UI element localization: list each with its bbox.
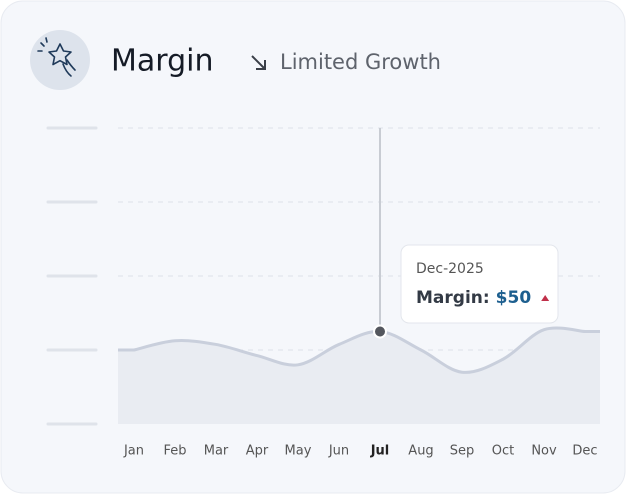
x-tick-label: Mar	[204, 444, 229, 459]
x-tick-label: Sep	[450, 444, 475, 459]
x-tick-label: Oct	[492, 444, 514, 459]
x-tick-label: May	[285, 444, 312, 459]
tooltip-label: Margin:	[416, 288, 490, 308]
tooltip: Dec-2025 Margin: $50	[400, 244, 559, 324]
tooltip-value: $50	[496, 288, 532, 308]
x-tick-label: Jun	[328, 444, 349, 459]
x-tick-label: Dec	[572, 444, 597, 459]
x-tick-label: Nov	[531, 444, 557, 459]
tooltip-box	[400, 244, 559, 324]
icon	[37, 37, 76, 77]
trend-label: Limited Growth	[280, 50, 441, 74]
point	[373, 324, 387, 339]
x-tick-label: Feb	[163, 444, 186, 459]
trend-arrow	[251, 55, 266, 70]
x-tick-label: Jan	[123, 444, 144, 459]
x-tick-label: Jul	[370, 444, 390, 459]
area	[118, 327, 600, 424]
title: Margin	[111, 44, 213, 79]
line	[118, 326, 600, 374]
tooltip-title: Dec-2025	[416, 261, 484, 277]
x-tick-label: Apr	[246, 444, 269, 459]
trend-up-icon	[541, 295, 550, 301]
x-tick-label: Aug	[408, 444, 433, 459]
plot: Jan Feb Mar Apr May Jun Jul Aug Sep Oct Nov Dec Dec-…	[46, 126, 600, 459]
